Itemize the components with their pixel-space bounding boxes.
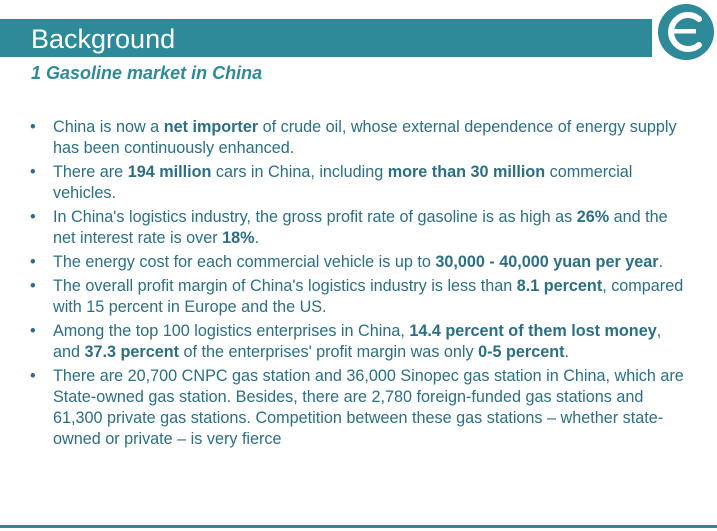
bullet-emphasis: more than 30 million <box>387 163 546 181</box>
bullet-item: Among the top 100 logistics enterprises … <box>0 321 690 363</box>
bullet-text: , and <box>53 322 662 361</box>
bullet-emphasis: net importer <box>163 118 259 136</box>
bullet-text: commercial vehicles. <box>53 163 633 202</box>
bullet-emphasis: 194 million <box>127 163 212 181</box>
bullet-list: China is now a net importer of crude oil… <box>0 117 690 453</box>
bullet-text: . <box>658 253 664 271</box>
bullet-text: . <box>564 343 569 361</box>
bullet-text: , compared with 15 percent in Europe and… <box>53 277 684 316</box>
bullet-emphasis: 8.1 percent <box>516 277 603 295</box>
bullet-item: The overall profit margin of China's log… <box>0 276 690 318</box>
slide-title: Background <box>31 24 176 54</box>
company-logo-icon <box>658 4 714 60</box>
bullet-item: China is now a net importer of crude oil… <box>0 117 690 159</box>
title-bar <box>0 19 652 57</box>
bullet-item: In China's logistics industry, the gross… <box>0 207 690 249</box>
bullet-item: There are 194 million cars in China, inc… <box>0 162 690 204</box>
bullet-emphasis: 26% <box>576 208 610 226</box>
bullet-text: Among the top 100 logistics enterprises … <box>53 322 410 340</box>
bullet-item: There are 20,700 CNPC gas station and 36… <box>0 366 690 450</box>
bullet-text: of the enterprises' profit margin was on… <box>179 343 479 361</box>
bullet-text: of crude oil, whose external dependence … <box>53 118 677 157</box>
bullet-emphasis: 0-5 percent <box>478 343 565 361</box>
bullet-emphasis: 37.3 percent <box>84 343 179 361</box>
bullet-text: There are 20,700 CNPC gas station and 36… <box>53 367 684 448</box>
bullet-text: In China's logistics industry, the gross… <box>53 208 577 226</box>
bullet-text: cars in China, including <box>211 163 388 181</box>
bullet-text: and the net interest rate is over <box>53 208 668 247</box>
bullet-text: There are <box>53 163 128 181</box>
bullet-text: The energy cost for each commercial vehi… <box>53 253 436 271</box>
bullet-item: The energy cost for each commercial vehi… <box>0 252 690 273</box>
bullet-emphasis: 14.4 percent of them lost money <box>409 322 657 340</box>
slide-subtitle: 1 Gasoline market in China <box>31 63 263 83</box>
bottom-divider <box>0 525 717 528</box>
bullet-emphasis: 30,000 - 40,000 yuan per year <box>435 253 659 271</box>
bullet-text: China is now a <box>53 118 164 136</box>
bullet-emphasis: 18% <box>222 229 255 247</box>
bullet-text: The overall profit margin of China's log… <box>53 277 517 295</box>
bullet-text: . <box>254 229 260 247</box>
